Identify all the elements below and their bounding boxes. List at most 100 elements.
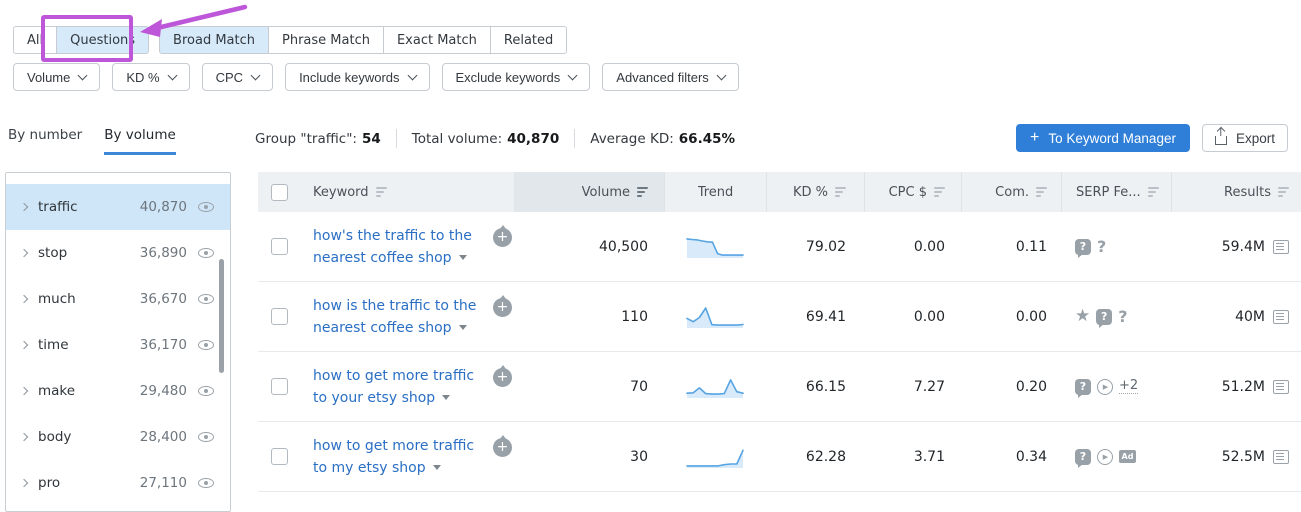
tab-by-number[interactable]: By number: [8, 127, 83, 143]
sidebar-item-stop[interactable]: stop 36,890: [6, 230, 230, 276]
sidebar-item-label: make: [38, 383, 76, 399]
qa-bubble-icon[interactable]: [1075, 238, 1091, 258]
tab-related[interactable]: Related: [489, 26, 568, 54]
eye-icon[interactable]: [198, 202, 214, 212]
plus-more-icon[interactable]: +2: [1119, 377, 1139, 395]
column-header-kd[interactable]: KD %: [766, 172, 864, 212]
tab-all[interactable]: All: [13, 26, 58, 54]
keyword-dropdown-icon[interactable]: [442, 395, 451, 400]
serp-preview-icon[interactable]: [1273, 449, 1289, 464]
com-column-label: Com.: [995, 184, 1029, 200]
tab-exact-match[interactable]: Exact Match: [382, 26, 491, 54]
add-keyword-icon[interactable]: +: [493, 437, 512, 457]
serp-preview-icon[interactable]: [1273, 379, 1289, 394]
column-header-volume[interactable]: Volume: [514, 172, 664, 212]
keyword-dropdown-icon[interactable]: [458, 255, 467, 260]
export-label: Export: [1235, 130, 1275, 146]
tab-broad-match[interactable]: Broad Match: [159, 26, 269, 54]
advanced-filters-dropdown[interactable]: Advanced filters: [602, 63, 739, 91]
tab-by-volume[interactable]: By volume: [104, 127, 176, 155]
keyword-link[interactable]: how to get more traffic to your etsy sho…: [313, 365, 514, 409]
chevron-right-icon[interactable]: [19, 386, 29, 396]
to-keyword-manager-button[interactable]: + To Keyword Manager: [1016, 124, 1190, 152]
eye-icon[interactable]: [198, 340, 214, 350]
ad-icon[interactable]: [1119, 450, 1136, 463]
question-icon[interactable]: [1118, 307, 1127, 326]
chevron-right-icon[interactable]: [19, 202, 29, 212]
kd-column-label: KD %: [792, 184, 828, 200]
include-keywords-dropdown[interactable]: Include keywords: [285, 63, 430, 91]
sidebar-item-label: time: [38, 337, 69, 353]
keyword-text-line1: how to get more traffic: [313, 367, 475, 384]
column-header-results[interactable]: Results: [1171, 172, 1301, 212]
eye-icon[interactable]: [198, 432, 214, 442]
sidebar-item-body[interactable]: body 28,400: [6, 414, 230, 460]
chevron-right-icon[interactable]: [19, 294, 29, 304]
com-value: 0.20: [1015, 378, 1047, 395]
chevron-down-icon: [250, 70, 261, 80]
keyword-link[interactable]: how to get more traffic to my etsy shop …: [313, 435, 514, 479]
eye-icon[interactable]: [198, 248, 214, 258]
sidebar-item-traffic[interactable]: traffic 40,870: [6, 184, 230, 230]
tab-phrase-match[interactable]: Phrase Match: [268, 26, 384, 54]
serp-preview-icon[interactable]: [1273, 309, 1289, 324]
add-keyword-icon[interactable]: +: [493, 367, 512, 387]
question-icon[interactable]: [1097, 237, 1106, 256]
row-checkbox[interactable]: [270, 378, 288, 395]
kd-filter-dropdown[interactable]: KD %: [112, 63, 190, 91]
serp-preview-icon[interactable]: [1273, 239, 1289, 254]
qa-bubble-icon[interactable]: [1096, 308, 1113, 328]
sidebar-item-volume: 27,110: [139, 475, 187, 491]
keyword-dropdown-icon[interactable]: [432, 465, 441, 470]
tab-questions[interactable]: Questions: [56, 26, 150, 54]
row-checkbox[interactable]: [270, 238, 288, 255]
star-icon[interactable]: [1075, 308, 1090, 325]
sidebar-item-label: stop: [38, 245, 68, 261]
table-header: Keyword Volume Trend KD % CPC $ Com. SER…: [258, 172, 1301, 212]
keyword-dropdown-icon[interactable]: [458, 325, 467, 330]
match-type-tabs: All Questions Broad Match Phrase Match E…: [13, 26, 568, 54]
exclude-keywords-dropdown[interactable]: Exclude keywords: [441, 63, 591, 91]
keyword-link[interactable]: how is the traffic to the nearest coffee…: [313, 295, 514, 339]
cpc-filter-dropdown[interactable]: CPC: [201, 63, 274, 91]
sidebar-scrollbar[interactable]: [219, 259, 224, 373]
sidebar-item-time[interactable]: time 36,170: [6, 322, 230, 368]
com-value: 0.00: [1015, 308, 1047, 325]
video-icon[interactable]: [1097, 378, 1113, 395]
keyword-text-line1: how is the traffic to the: [313, 297, 477, 314]
sort-icon: [1278, 187, 1289, 197]
cpc-filter-label: CPC: [215, 69, 244, 85]
to-keyword-manager-label: To Keyword Manager: [1048, 130, 1176, 146]
chevron-right-icon[interactable]: [19, 432, 29, 442]
row-checkbox[interactable]: [270, 448, 288, 465]
table-row: how is the traffic to the nearest coffee…: [258, 282, 1301, 352]
chevron-right-icon[interactable]: [19, 478, 29, 488]
volume-filter-dropdown[interactable]: Volume: [13, 63, 101, 91]
tab-all-label: All: [27, 32, 44, 48]
qa-bubble-icon[interactable]: [1075, 378, 1091, 398]
eye-icon[interactable]: [198, 478, 214, 488]
sidebar-item-make[interactable]: make 29,480: [6, 368, 230, 414]
select-all-checkbox[interactable]: [270, 183, 288, 201]
column-header-cpc[interactable]: CPC $: [864, 172, 961, 212]
eye-icon[interactable]: [198, 294, 214, 304]
table-row: how to get more traffic to my etsy shop …: [258, 422, 1301, 492]
results-value: 52.5M: [1221, 448, 1265, 465]
row-checkbox[interactable]: [270, 308, 288, 325]
trend-sparkline: [686, 378, 744, 398]
column-header-com[interactable]: Com.: [961, 172, 1061, 212]
qa-bubble-icon[interactable]: [1075, 448, 1091, 468]
video-icon[interactable]: [1097, 448, 1113, 465]
sidebar-item-pro[interactable]: pro 27,110: [6, 460, 230, 506]
add-keyword-icon[interactable]: +: [493, 227, 512, 247]
chevron-right-icon[interactable]: [19, 248, 29, 258]
column-header-keyword[interactable]: Keyword: [300, 172, 514, 212]
keyword-link[interactable]: how's the traffic to the nearest coffee …: [313, 225, 514, 269]
sidebar-item-much[interactable]: much 36,670: [6, 276, 230, 322]
sort-icon: [934, 187, 945, 197]
eye-icon[interactable]: [198, 386, 214, 396]
column-header-serp-features[interactable]: SERP Fe...: [1061, 172, 1171, 212]
export-button[interactable]: Export: [1201, 124, 1288, 152]
add-keyword-icon[interactable]: +: [493, 297, 512, 317]
chevron-right-icon[interactable]: [19, 340, 29, 350]
